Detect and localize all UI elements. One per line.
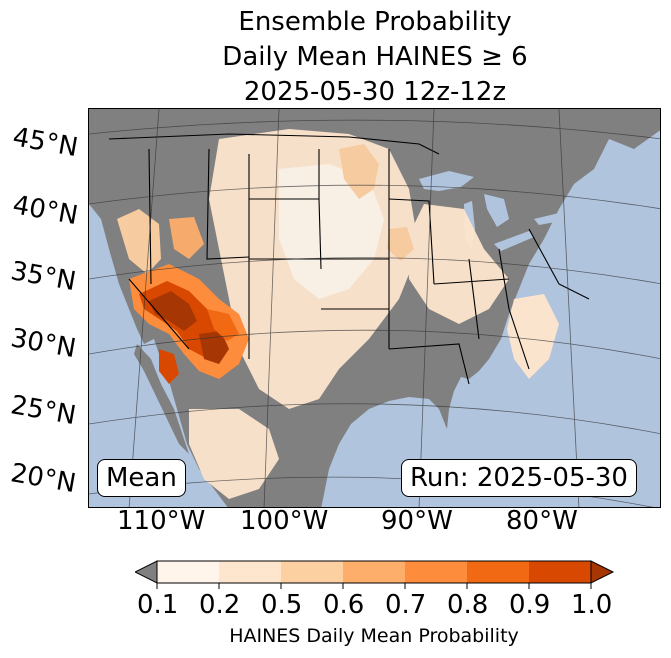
colorbar-title: HAINES Daily Mean Probability <box>229 625 519 647</box>
high-probability-southwest <box>129 264 249 384</box>
colorbar-over-arrow <box>590 560 615 584</box>
lake-erie <box>494 231 534 251</box>
lon-label-80w: 80°W <box>506 506 578 536</box>
colorbar-tick-1: 0.2 <box>199 590 241 620</box>
probability-map <box>89 109 660 507</box>
lat-label-20: 20°N <box>8 458 79 500</box>
lake-huron <box>484 194 509 227</box>
lon-label-90w: 90°W <box>381 506 453 536</box>
colorbar-tick-7: 1.0 <box>571 590 613 620</box>
lon-label-110w: 110°W <box>117 506 206 536</box>
chart-title-line3: 2025-05-30 12z-12z <box>243 77 507 107</box>
colorbar-segment <box>529 561 592 583</box>
chart-title-line1: Ensemble Probability <box>238 7 512 37</box>
colorbar-segment <box>405 561 468 583</box>
colorbar-segment <box>467 561 530 583</box>
lat-label-30: 30°N <box>8 323 79 365</box>
boundaries <box>108 133 590 385</box>
lon-label-100w: 100°W <box>240 506 329 536</box>
colorbar-tick-5: 0.8 <box>447 590 489 620</box>
ensemble-mean-badge: Mean <box>97 459 186 497</box>
chart-title-line2: Daily Mean HAINES ≥ 6 <box>222 42 528 72</box>
lat-label-40: 40°N <box>10 190 81 232</box>
run-date-badge: Run: 2025-05-30 <box>401 459 637 497</box>
lat-label-45: 45°N <box>10 122 81 164</box>
colorbar-segment <box>157 561 220 583</box>
lat-label-35: 35°N <box>8 256 79 298</box>
graticule <box>89 109 660 507</box>
colorbar-tick-2: 0.5 <box>261 590 303 620</box>
colorbar-tick-4: 0.7 <box>385 590 427 620</box>
colorbar-segment <box>343 561 406 583</box>
colorbar-segment <box>281 561 344 583</box>
colorbar-tick-6: 0.9 <box>509 590 551 620</box>
colorbar <box>135 560 615 589</box>
map-panel: Mean Run: 2025-05-30 <box>88 108 661 508</box>
colorbar-under-arrow <box>135 560 158 584</box>
colorbar-tick-3: 0.6 <box>323 590 365 620</box>
lat-label-25: 25°N <box>8 390 79 432</box>
colorbar-tick-0: 0.1 <box>137 590 179 620</box>
land-baja <box>134 344 189 454</box>
lake-superior <box>419 171 474 191</box>
colorbar-segment <box>219 561 282 583</box>
colorbar-segments <box>157 561 592 583</box>
colorbar-ticks <box>156 583 592 589</box>
lake-ontario <box>534 213 561 225</box>
